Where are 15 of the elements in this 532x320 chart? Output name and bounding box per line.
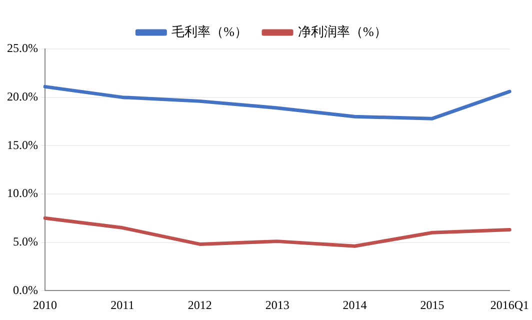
x-tick-label: 2014: [342, 298, 367, 312]
x-tick-label: 2013: [265, 298, 290, 312]
x-tick-label: 2016Q1: [490, 298, 530, 312]
y-tick-label: 0.0%: [12, 282, 38, 297]
y-tick-label: 20.0%: [6, 89, 38, 104]
legend-label: 毛利率（%）: [172, 24, 248, 39]
x-tick-label: 2012: [188, 298, 212, 312]
y-tick-label: 15.0%: [6, 138, 38, 152]
x-tick-label: 2015: [420, 298, 444, 312]
legend-label: 净利润率（%）: [298, 24, 387, 39]
y-tick-label: 5.0%: [12, 234, 38, 248]
y-tick-label: 10.0%: [6, 186, 38, 200]
x-tick-label: 2011: [110, 298, 134, 312]
x-tick-label: 2010: [32, 298, 57, 312]
y-tick-label: 25.0%: [6, 41, 38, 56]
